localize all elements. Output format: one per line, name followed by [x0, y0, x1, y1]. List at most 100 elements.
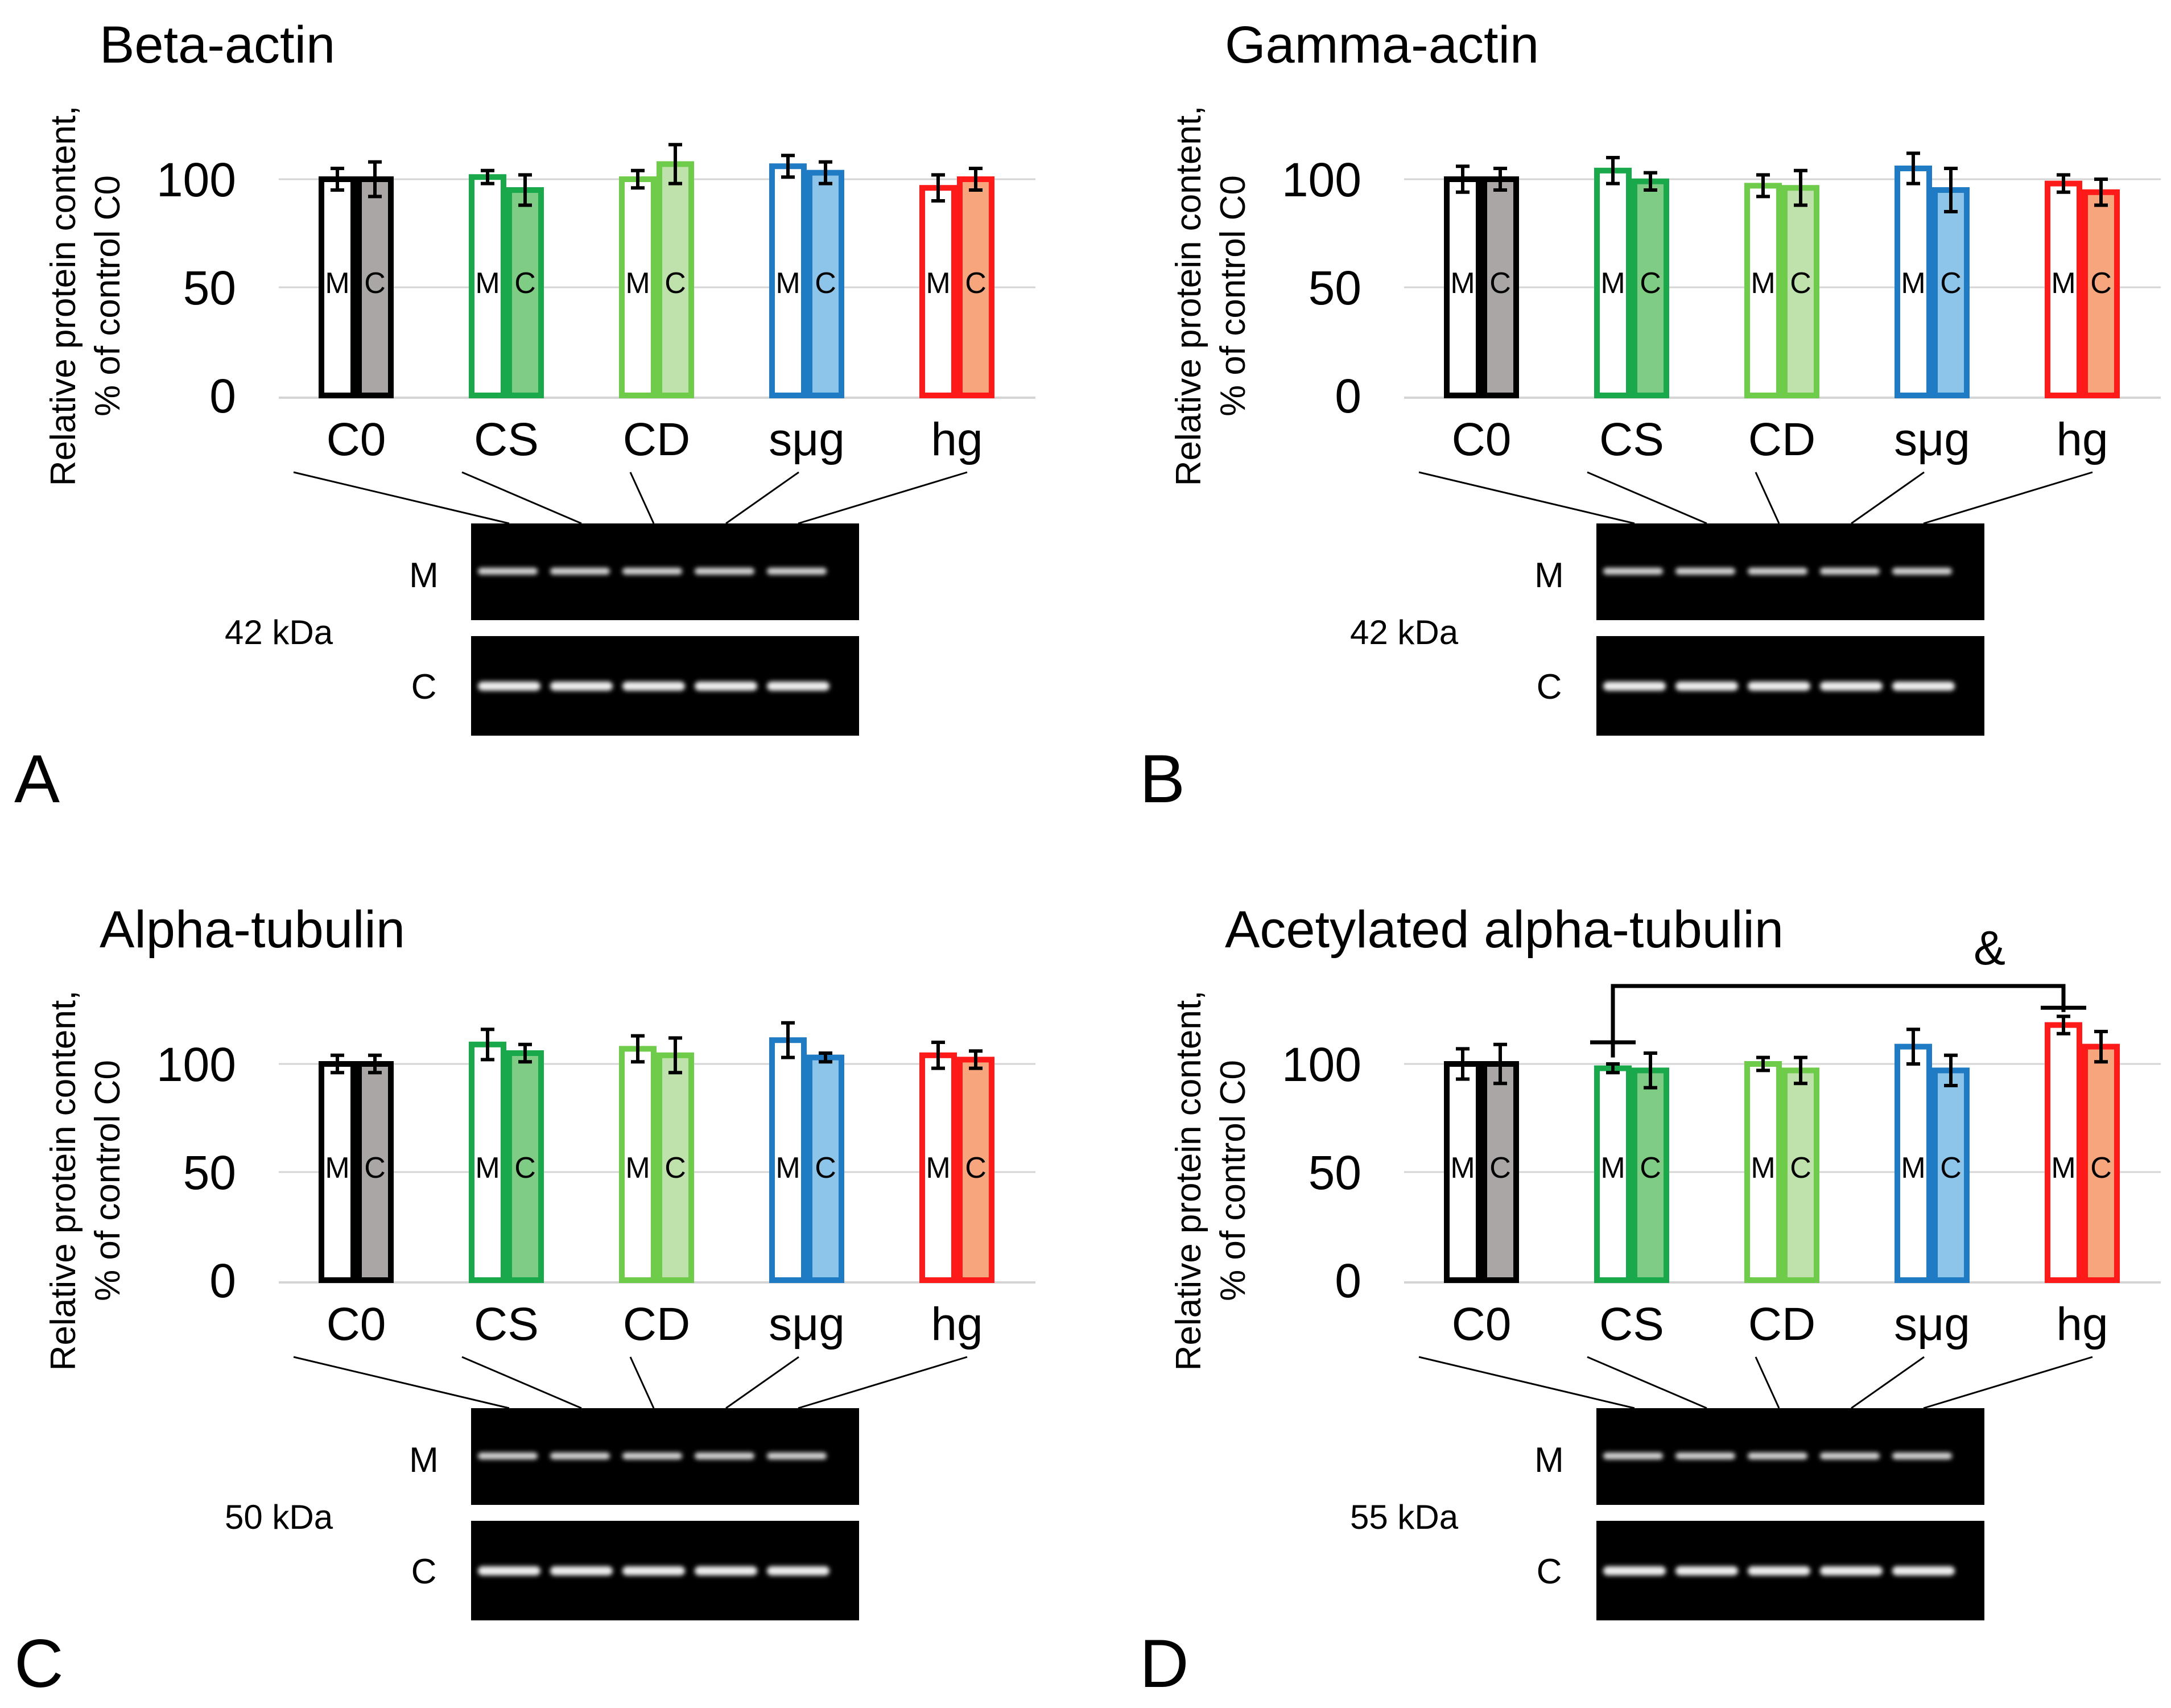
blot-band	[622, 1566, 685, 1575]
bar-inner-label: C	[514, 267, 536, 300]
panel-a: Beta-actin Relative protein content,% of …	[14, 16, 1035, 817]
panel-title: Beta-actin	[100, 16, 335, 74]
blot-band	[1603, 1566, 1666, 1575]
molecular-weight-label: 42 kDa	[1350, 613, 1459, 651]
bar-inner-label: M	[2051, 1152, 2075, 1185]
blot-band	[622, 568, 682, 575]
blot-band	[1748, 1566, 1810, 1575]
significance-bracket	[1611, 984, 2066, 1058]
blot-band	[1748, 1453, 1807, 1459]
blot-row-label-m: M	[409, 556, 439, 595]
y-tick-label: 50	[1309, 1146, 1361, 1199]
lane-connector	[461, 471, 582, 525]
y-axis-label: Relative protein content,	[1169, 106, 1208, 486]
x-tick-label: C0	[1452, 414, 1512, 465]
x-tick-label: sμg	[769, 414, 845, 465]
bar-C0-M	[319, 1061, 356, 1283]
blot-band	[550, 682, 613, 691]
blot-band	[1603, 568, 1663, 575]
blot-band	[478, 568, 538, 575]
bar-inner-label: C	[1790, 267, 1811, 300]
bar-inner-label: M	[325, 1152, 349, 1185]
panel-letter: A	[14, 741, 60, 817]
bar-inner-label: M	[1751, 1152, 1775, 1185]
lane-connector	[1755, 472, 1780, 524]
bar-hg-M	[919, 1052, 957, 1283]
y-tick-label: 100	[1282, 1038, 1361, 1091]
x-tick-label: CS	[1599, 1298, 1664, 1350]
blot-band	[1820, 1566, 1883, 1575]
y-axis-label: % of control C0	[88, 1060, 127, 1301]
bar-inner-label: C	[815, 267, 836, 300]
x-tick-label: hg	[2056, 1298, 2108, 1350]
bar-CD-C	[1782, 185, 1819, 398]
x-tick-label: hg	[2056, 414, 2108, 465]
bar-C0-C	[356, 176, 394, 398]
bar-inner-label: C	[664, 1152, 686, 1185]
x-tick-label: CD	[623, 1298, 690, 1350]
bar-inner-label: M	[1450, 1152, 1475, 1185]
bar-inner-label: M	[926, 1152, 950, 1185]
bar-CS-M	[1594, 1065, 1632, 1283]
blot-band	[1675, 1566, 1738, 1575]
x-tick-label: CD	[1748, 414, 1815, 465]
bar-inner-label: M	[775, 1152, 800, 1185]
bar-inner-label: C	[965, 267, 987, 300]
blot-row-label-m: M	[1534, 556, 1564, 595]
x-tick-label: sμg	[1894, 1298, 1970, 1350]
bar-sμg-M	[769, 1037, 807, 1283]
bar-inner-label: M	[475, 267, 500, 300]
bar-C0-C	[356, 1061, 394, 1283]
blot-band	[1892, 1566, 1955, 1575]
bar-inner-label: C	[1640, 267, 1661, 300]
blot-band	[1603, 1453, 1663, 1459]
blot-band	[478, 1453, 538, 1459]
y-axis-label: Relative protein content,	[44, 991, 83, 1371]
x-tick-label: hg	[931, 414, 983, 465]
bar-inner-label: M	[625, 267, 650, 300]
y-axis-label: % of control C0	[1214, 1060, 1253, 1301]
molecular-weight-label: 55 kDa	[1350, 1498, 1459, 1536]
blot-row-label-c: C	[411, 667, 437, 707]
panel-letter: D	[1140, 1626, 1189, 1702]
blot-band	[767, 682, 829, 691]
bar-C0-M	[319, 176, 356, 398]
x-tick-label: sμg	[769, 1298, 845, 1350]
bar-inner-label: C	[364, 267, 386, 300]
blot-band	[622, 1453, 682, 1459]
y-tick-label: 50	[1309, 261, 1361, 315]
blot-row-label-c: C	[411, 1552, 437, 1591]
y-tick-label: 0	[209, 1254, 236, 1307]
panel-letter: B	[1140, 741, 1185, 817]
lane-connector	[1923, 471, 2093, 525]
y-tick-label: 100	[1282, 153, 1361, 207]
bar-inner-label: M	[1600, 267, 1625, 300]
blot-band	[1892, 568, 1952, 575]
panel-c: Alpha-tubulin Relative protein content,% …	[14, 901, 1035, 1702]
x-tick-label: C0	[1452, 1298, 1512, 1350]
bar-inner-label: M	[1901, 267, 1925, 300]
lane-connector	[1587, 471, 1707, 525]
lane-connector	[1851, 471, 1925, 525]
bar-inner-label: C	[1489, 1152, 1511, 1185]
bar-inner-label: C	[1940, 267, 1962, 300]
bar-inner-label: C	[965, 1152, 987, 1185]
x-tick-label: C0	[327, 414, 386, 465]
bar-inner-label: M	[1901, 1152, 1925, 1185]
bar-inner-label: M	[625, 1152, 650, 1185]
bar-inner-label: C	[514, 1152, 536, 1185]
blot-band	[1820, 568, 1880, 575]
y-tick-label: 100	[156, 1038, 236, 1091]
lane-connector	[725, 1356, 799, 1409]
bar-hg-M	[2045, 180, 2082, 398]
blot-band	[767, 568, 827, 575]
bar-CS-M	[1594, 167, 1632, 398]
bar-sμg-M	[1895, 166, 1932, 398]
panel-title: Alpha-tubulin	[100, 901, 405, 959]
blot-row-label-c: C	[1537, 1552, 1562, 1591]
lane-connector	[1418, 471, 1635, 525]
bar-inner-label: M	[1450, 267, 1475, 300]
y-tick-label: 50	[183, 1146, 236, 1199]
y-axis-label: Relative protein content,	[1169, 991, 1208, 1371]
